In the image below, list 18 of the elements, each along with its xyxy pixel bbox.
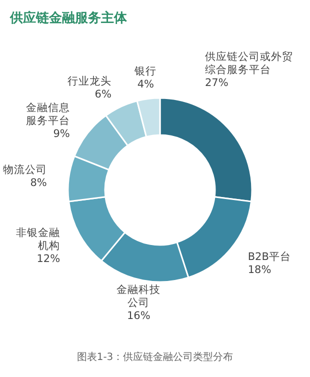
data-label: 18% bbox=[248, 264, 272, 276]
slice-label: 金融科技公司 bbox=[116, 284, 161, 309]
data-label: 12% bbox=[36, 252, 60, 265]
slice-label: 非银金融机构 bbox=[16, 226, 60, 252]
data-label: 27% bbox=[205, 77, 228, 89]
slice-label: 银行 bbox=[134, 65, 157, 78]
chart-title: 供应链金融服务主体 bbox=[9, 10, 128, 26]
slice-label: 金融信息服务平台 bbox=[26, 101, 70, 128]
slice-label: 行业龙头 bbox=[67, 74, 112, 88]
text: 图表1-3：供应链金融公司类型分布 bbox=[76, 351, 234, 363]
data-label: 9% bbox=[53, 128, 70, 140]
data-label: 16% bbox=[126, 310, 150, 322]
data-label: 6% bbox=[94, 88, 112, 100]
slice-label: 供应链公司或外贸综合服务平台 bbox=[205, 50, 293, 76]
slice-label: 物流公司 bbox=[2, 163, 47, 176]
data-label: 8% bbox=[30, 177, 47, 190]
slice-label: B2B平台 bbox=[248, 250, 291, 264]
data-label: 4% bbox=[137, 78, 154, 90]
